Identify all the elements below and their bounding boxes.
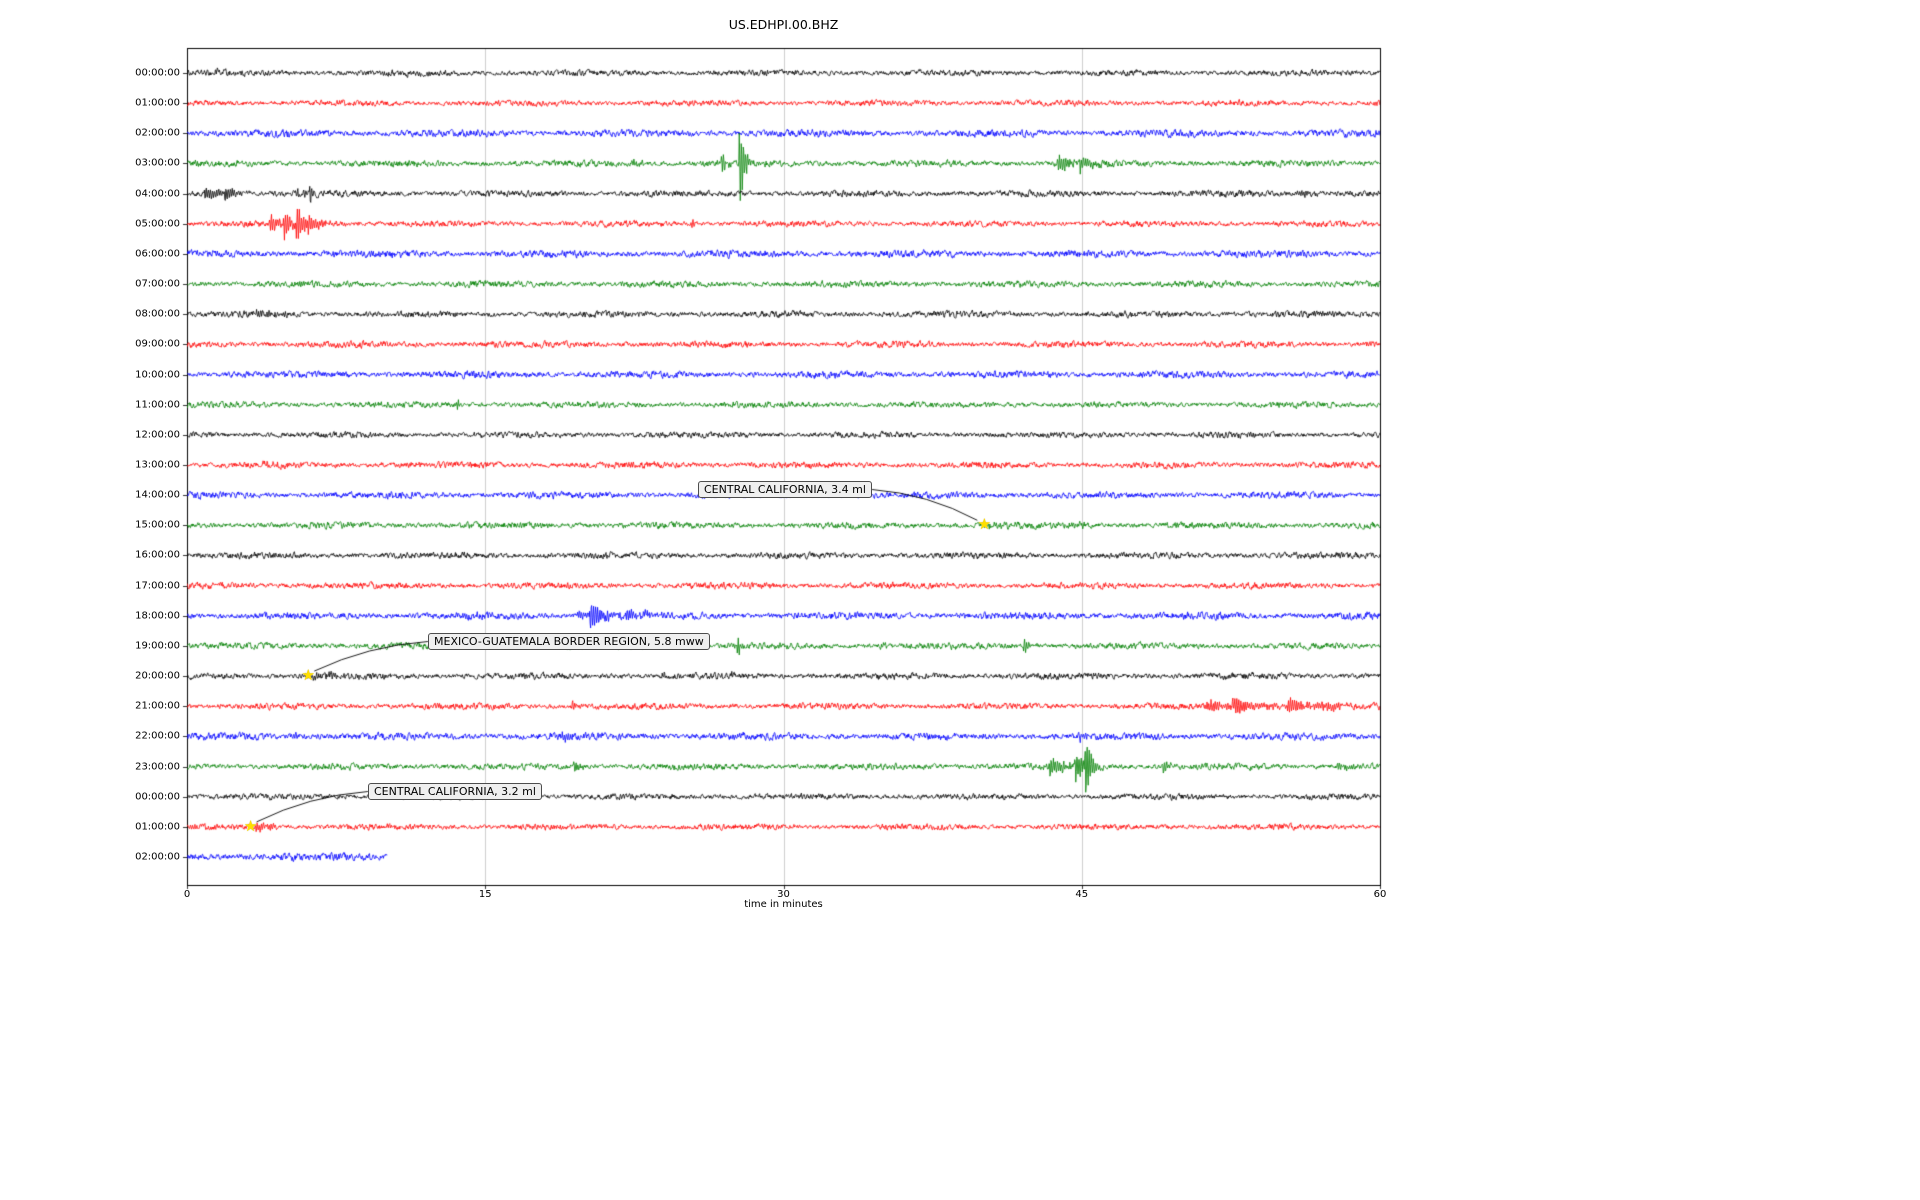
row-time-label: 02:00:00 — [135, 127, 180, 139]
row-time-label: 08:00:00 — [135, 308, 180, 320]
row-time-label: 04:00:00 — [135, 188, 180, 200]
row-time-label: 20:00:00 — [135, 670, 180, 682]
row-time-label: 19:00:00 — [135, 640, 180, 652]
row-time-label: 03:00:00 — [135, 157, 180, 169]
event-annotation: CENTRAL CALIFORNIA, 3.2 ml — [368, 783, 542, 800]
event-marker-star-icon: ★ — [243, 817, 258, 836]
row-time-label: 14:00:00 — [135, 489, 180, 501]
row-time-label: 00:00:00 — [135, 67, 180, 79]
row-time-label: 23:00:00 — [135, 761, 180, 773]
x-tick-label: 30 — [777, 889, 790, 900]
row-time-label: 10:00:00 — [135, 369, 180, 381]
row-time-label: 17:00:00 — [135, 580, 180, 592]
row-time-label: 13:00:00 — [135, 459, 180, 471]
x-tick-label: 15 — [478, 889, 492, 900]
chart-title: US.EDHPI.00.BHZ — [728, 17, 839, 32]
event-annotation: CENTRAL CALIFORNIA, 3.4 ml — [698, 481, 872, 498]
row-time-label: 06:00:00 — [135, 248, 180, 260]
row-time-label: 07:00:00 — [135, 278, 180, 290]
row-time-label: 02:00:00 — [135, 851, 180, 863]
event-annotation: MEXICO-GUATEMALA BORDER REGION, 5.8 mww — [428, 633, 710, 650]
row-time-label: 09:00:00 — [135, 338, 180, 350]
row-time-label: 12:00:00 — [135, 429, 180, 441]
event-marker-star-icon: ★ — [301, 666, 316, 685]
row-time-label: 21:00:00 — [135, 700, 180, 712]
x-tick-label: 60 — [1373, 889, 1387, 900]
x-tick-label: 0 — [183, 889, 191, 900]
row-time-label: 15:00:00 — [135, 519, 180, 531]
x-axis-label: time in minutes — [744, 899, 823, 910]
row-time-label: 11:00:00 — [135, 399, 180, 411]
row-time-label: 00:00:00 — [135, 791, 180, 803]
row-time-label: 01:00:00 — [135, 821, 180, 833]
row-time-label: 16:00:00 — [135, 549, 180, 561]
row-time-label: 05:00:00 — [135, 218, 180, 230]
row-time-label: 18:00:00 — [135, 610, 180, 622]
event-marker-star-icon: ★ — [977, 515, 992, 534]
x-tick-label: 45 — [1075, 889, 1089, 900]
row-time-label: 01:00:00 — [135, 97, 180, 109]
row-time-label: 22:00:00 — [135, 730, 180, 742]
